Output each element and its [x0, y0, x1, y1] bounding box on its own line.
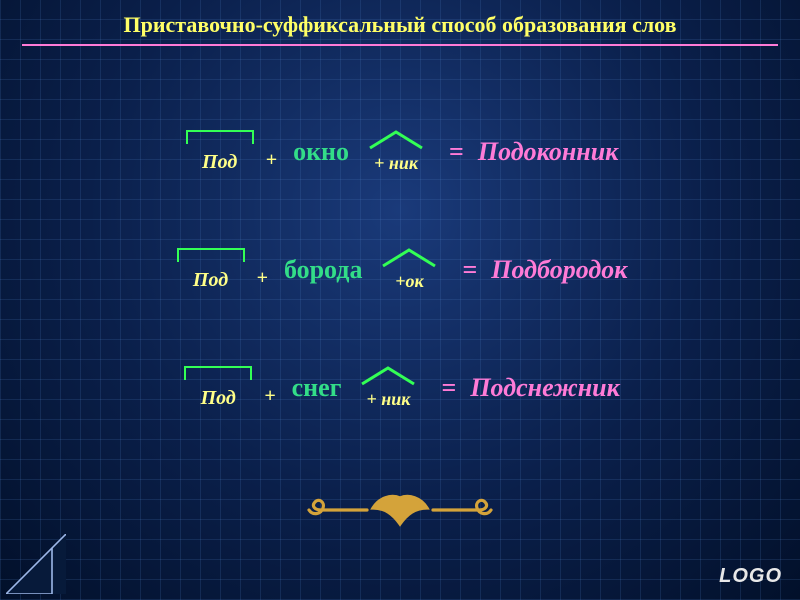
plus-sign: +	[266, 149, 277, 172]
suffix-label: + ник	[374, 153, 418, 174]
logo-text: LOGO	[719, 565, 782, 588]
result-word: Подбородок	[491, 255, 627, 285]
prefix-bracket	[184, 366, 252, 380]
suffix-label: +ок	[395, 271, 423, 292]
prefix-group: Под	[180, 366, 256, 410]
suffix-group: + ник	[361, 130, 431, 174]
result-word: Подснежник	[470, 373, 619, 403]
prefix-label: Под	[193, 269, 228, 292]
result-word: Подоконник	[478, 137, 618, 167]
prefix-label: Под	[202, 151, 237, 174]
equals-sign: =	[441, 373, 456, 403]
root-word: окно	[293, 137, 349, 167]
equals-sign: =	[449, 137, 464, 167]
root-word: борода	[284, 255, 363, 285]
word-row: Под + снег + ник = Подснежник	[0, 366, 800, 410]
suffix-caret-icon	[366, 128, 426, 150]
prefix-bracket	[177, 248, 245, 262]
ornament-icon	[295, 488, 505, 530]
prefix-group: Под	[173, 248, 249, 292]
prefix-group: Под	[182, 130, 258, 174]
suffix-caret-icon	[379, 246, 439, 268]
word-row: Под + борода +ок = Подбородок	[0, 248, 800, 292]
prefix-label: Под	[201, 387, 236, 410]
plus-sign: +	[264, 385, 275, 408]
suffix-group: +ок	[374, 248, 444, 292]
page-fold-icon	[6, 534, 66, 594]
word-row: Под + окно + ник = Подоконник	[0, 130, 800, 174]
prefix-bracket	[186, 130, 254, 144]
plus-sign: +	[257, 267, 268, 290]
suffix-group: + ник	[353, 366, 423, 410]
slide-title: Приставочно-суффиксальный способ образов…	[22, 12, 778, 46]
equals-sign: =	[462, 255, 477, 285]
root-word: снег	[292, 373, 342, 403]
suffix-caret-icon	[358, 364, 418, 386]
suffix-label: + ник	[367, 389, 411, 410]
